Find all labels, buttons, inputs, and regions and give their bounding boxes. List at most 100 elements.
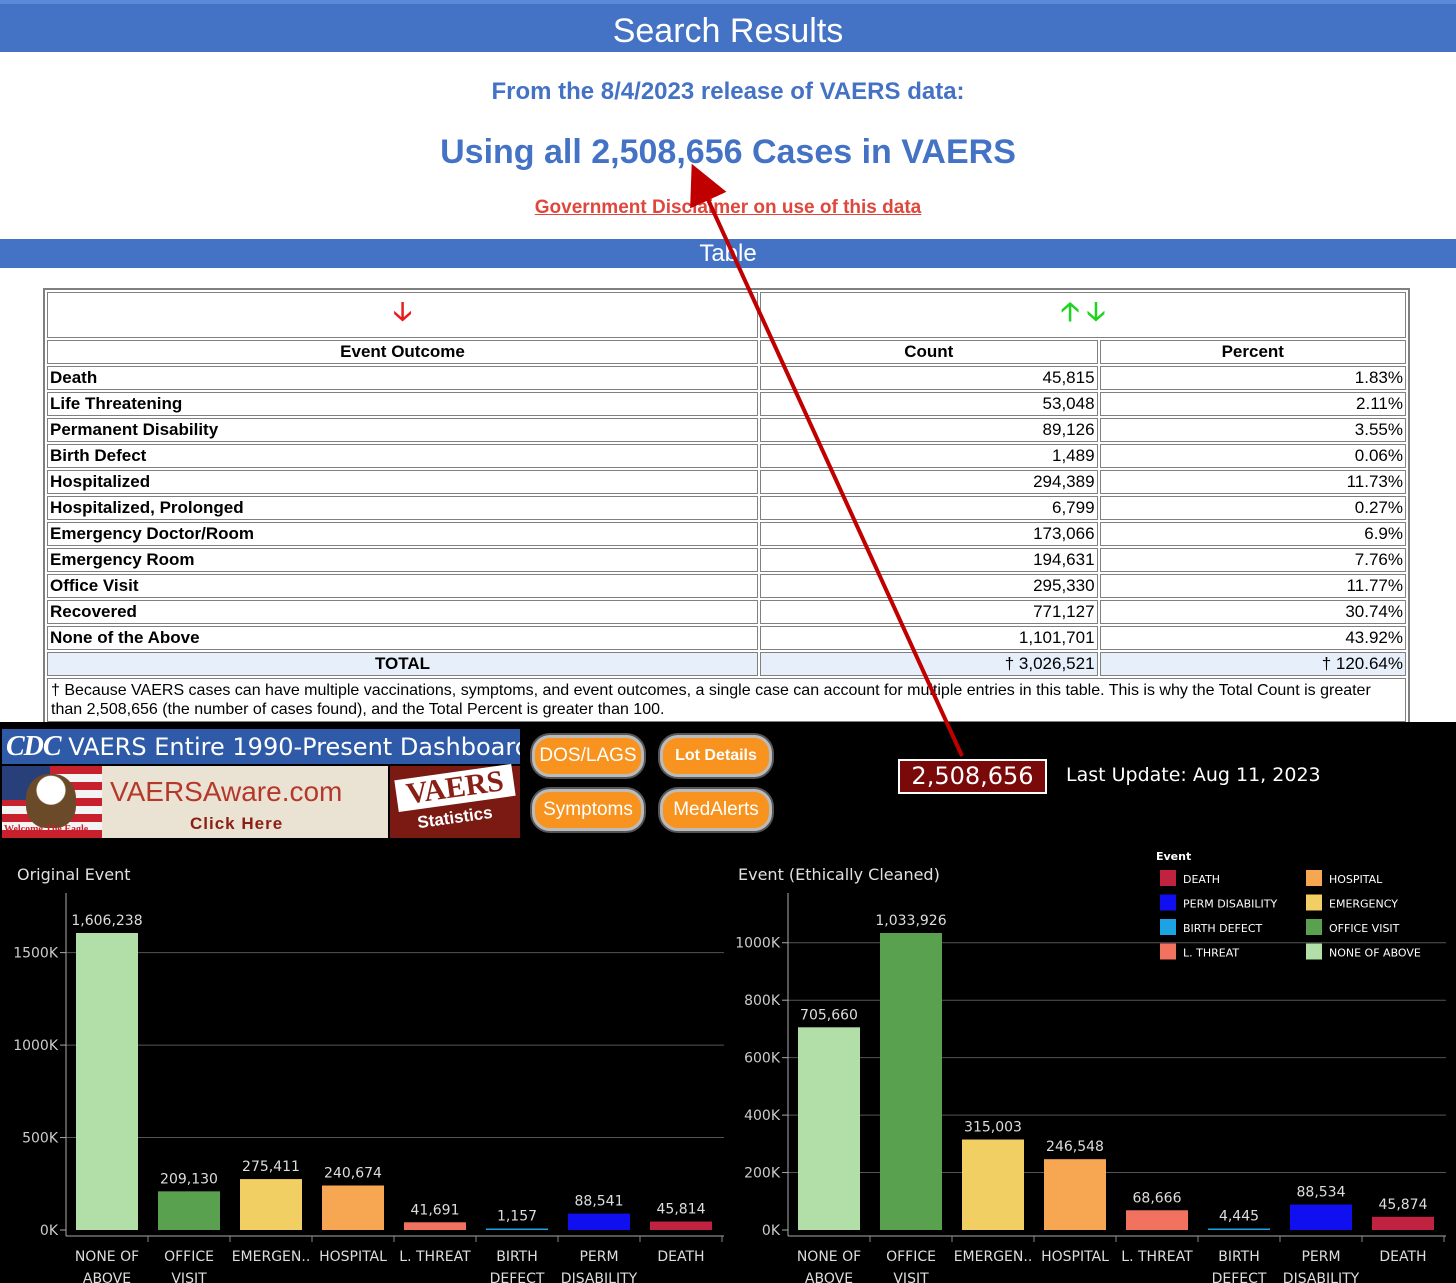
chart-bar xyxy=(1126,1210,1188,1230)
chart-title: Original Event xyxy=(17,865,131,884)
column-header-event-outcome: Event Outcome xyxy=(47,340,759,364)
chart-bar xyxy=(650,1221,712,1230)
count-cell: 295,330 xyxy=(760,574,1098,598)
column-header-count: Count xyxy=(760,340,1098,364)
vaersaware-banner[interactable]: Welcome The Eagle VAERSAware.com Click H… xyxy=(2,766,388,838)
count-sort-cell: 🡡 🡣 xyxy=(760,292,1406,338)
table-section-banner: Table xyxy=(0,239,1456,268)
x-category-label: HOSPITAL xyxy=(1041,1249,1109,1265)
vaers-statistics-badge[interactable]: VAERS Statistics xyxy=(390,763,520,838)
x-category-label: DISABILITY xyxy=(1283,1271,1360,1283)
bar-value-label: 41,691 xyxy=(411,1202,460,1218)
chart-bar xyxy=(240,1179,302,1230)
x-category-label: DISABILITY xyxy=(561,1271,638,1283)
search-results-banner: Search Results xyxy=(0,0,1456,52)
table-row: Permanent Disability 89,126 3.55% xyxy=(47,418,1406,442)
outcome-cell: Recovered xyxy=(47,600,759,624)
table-row: Hospitalized, Prolonged 6,799 0.27% xyxy=(47,496,1406,520)
chart-bar xyxy=(798,1027,860,1230)
chart-bar xyxy=(880,933,942,1230)
cdc-dashboard-banner[interactable]: CDC VAERS Entire 1990-Present Dashboard xyxy=(2,729,520,764)
percent-cell: 0.27% xyxy=(1099,496,1406,520)
table-total-row: TOTAL † 3,026,521 † 120.64% xyxy=(47,652,1406,676)
y-tick-label: 1000K xyxy=(735,936,781,952)
count-cell: 771,127 xyxy=(760,600,1098,624)
eagle-icon xyxy=(26,774,76,828)
outcome-cell: Birth Defect xyxy=(47,444,759,468)
outcome-cell: Hospitalized xyxy=(47,470,759,494)
legend-item-label: OFFICE VISIT xyxy=(1329,922,1400,935)
x-category-label: ABOVE xyxy=(805,1271,853,1283)
y-tick-label: 0K xyxy=(40,1223,59,1239)
page-title: Search Results xyxy=(612,12,844,50)
chart-bar xyxy=(1044,1159,1106,1230)
chart-bar xyxy=(1290,1204,1352,1230)
legend-item-label: NONE OF ABOVE xyxy=(1329,947,1421,960)
legend-swatch xyxy=(1160,894,1176,911)
x-category-label: L. THREAT xyxy=(399,1249,471,1265)
total-count: † 3,026,521 xyxy=(760,652,1098,676)
bar-value-label: 45,814 xyxy=(657,1202,706,1218)
bar-value-label: 45,874 xyxy=(1379,1197,1428,1213)
x-category-label: DEFECT xyxy=(490,1271,545,1283)
percent-cell: 11.77% xyxy=(1099,574,1406,598)
chart-bar xyxy=(404,1222,466,1230)
x-category-label: ABOVE xyxy=(83,1271,131,1283)
chart-bar xyxy=(486,1228,548,1230)
y-tick-label: 1000K xyxy=(13,1038,59,1054)
chart-bar xyxy=(962,1139,1024,1230)
y-tick-label: 800K xyxy=(744,993,781,1009)
outcome-cell: Death xyxy=(47,366,759,390)
x-category-label: BIRTH xyxy=(496,1249,538,1265)
table-row: Office Visit 295,330 11.77% xyxy=(47,574,1406,598)
chart-title: Event (Ethically Cleaned) xyxy=(738,865,940,884)
legend-item-label: HOSPITAL xyxy=(1329,873,1383,886)
table-footnote: † Because VAERS cases can have multiple … xyxy=(47,678,1406,722)
x-category-label: DEFECT xyxy=(1212,1271,1267,1283)
medalerts-button[interactable]: MedAlerts xyxy=(660,789,772,831)
count-cell: 45,815 xyxy=(760,366,1098,390)
x-category-label: DEATH xyxy=(1379,1249,1426,1265)
sort-ascending-icon[interactable]: 🡡 xyxy=(1060,296,1080,326)
table-section-title: Table xyxy=(699,240,757,267)
charts-area: Original Event 0K 500K 1000K 1500K 1,606,238 N… xyxy=(13,850,1446,1283)
chart-bar xyxy=(322,1185,384,1230)
legend-title: Event xyxy=(1156,850,1191,863)
table-row: Emergency Room 194,631 7.76% xyxy=(47,548,1406,572)
legend-swatch xyxy=(1306,943,1322,960)
bar-value-label: 1,157 xyxy=(497,1209,537,1225)
x-category-label: VISIT xyxy=(171,1271,207,1283)
vaers-dashboard: CDC VAERS Entire 1990-Present Dashboard … xyxy=(0,722,1456,1283)
outcome-cell: Life Threatening xyxy=(47,392,759,416)
legend-item-label: L. THREAT xyxy=(1183,947,1239,960)
count-cell: 53,048 xyxy=(760,392,1098,416)
x-category-label: EMERGEN.. xyxy=(232,1249,311,1265)
chart-bar xyxy=(568,1213,630,1230)
x-category-label: NONE OF xyxy=(75,1249,139,1265)
x-category-label: VISIT xyxy=(893,1271,929,1283)
sort-descending-green-icon[interactable]: 🡣 xyxy=(1086,296,1106,326)
table-row: Hospitalized 294,389 11.73% xyxy=(47,470,1406,494)
bar-value-label: 240,674 xyxy=(324,1165,382,1181)
bar-value-label: 4,445 xyxy=(1219,1209,1259,1225)
y-tick-label: 1500K xyxy=(13,946,59,962)
dos-lags-button[interactable]: DOS/LAGS xyxy=(532,735,644,777)
event-outcome-table: 🡣 🡡 🡣 Event Outcome Count Percent Death 4… xyxy=(43,288,1410,726)
x-category-label: DEATH xyxy=(657,1249,704,1265)
government-disclaimer-link[interactable]: Government Disclaimer on use of this dat… xyxy=(534,197,922,218)
outcome-cell: Hospitalized, Prolonged xyxy=(47,496,759,520)
count-cell: 173,066 xyxy=(760,522,1098,546)
symptoms-button[interactable]: Symptoms xyxy=(532,789,644,831)
eagle-caption: Welcome The Eagle xyxy=(4,824,89,835)
x-category-label: PERM xyxy=(1301,1249,1340,1265)
cdc-logo: CDC xyxy=(6,731,62,762)
table-row: Emergency Doctor/Room 173,066 6.9% xyxy=(47,522,1406,546)
x-category-label: EMERGEN.. xyxy=(954,1249,1033,1265)
sort-descending-icon[interactable]: 🡣 xyxy=(393,296,412,326)
disclaimer-link-row: Government Disclaimer on use of this dat… xyxy=(0,197,1456,219)
percent-cell: 11.73% xyxy=(1099,470,1406,494)
total-percent: † 120.64% xyxy=(1099,652,1406,676)
percent-cell: 1.83% xyxy=(1099,366,1406,390)
table-row: Death 45,815 1.83% xyxy=(47,366,1406,390)
count-cell: 6,799 xyxy=(760,496,1098,520)
